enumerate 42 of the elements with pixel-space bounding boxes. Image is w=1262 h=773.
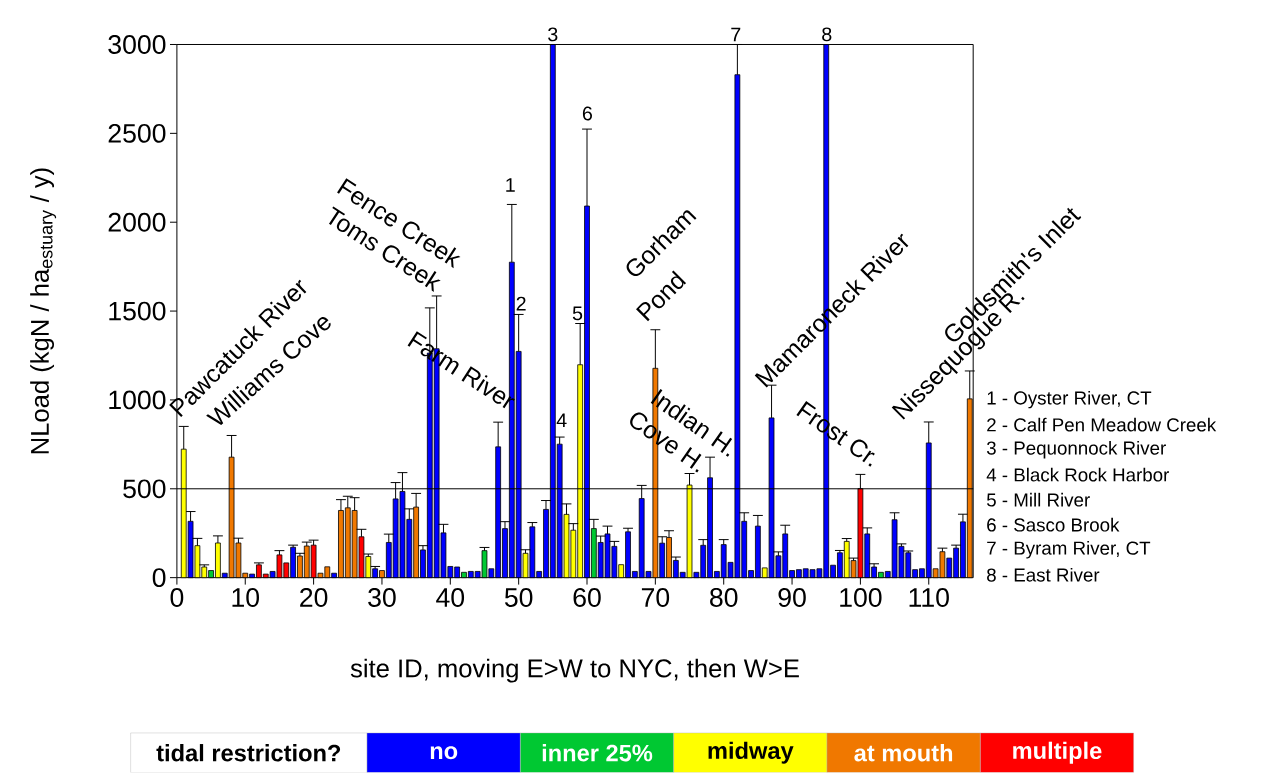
x-axis-title: site ID, moving E>W to NYC, then W>E (350, 658, 799, 683)
text: 5 - Mill River (986, 493, 1090, 507)
y-axis-title: NLoad (kgN / ha$_{estuary}$ / y) (30, 168, 57, 454)
y-tick-label: 2500 (108, 124, 166, 144)
text: at mouth (854, 744, 953, 762)
text: inner 25% (542, 744, 653, 762)
text: 8 (822, 27, 832, 42)
text: 7 (731, 28, 741, 42)
legend-title: tidal restriction? (156, 744, 341, 762)
text: 6 - Sasco Brook (987, 518, 1120, 532)
x-tick-label: 30 (368, 588, 396, 608)
text: multiple (1013, 741, 1102, 764)
y-tick-label: 1500 (109, 301, 166, 321)
annotation: 5 (572, 306, 583, 321)
annotation: 2 (516, 296, 526, 311)
x-tick-label: 110 (909, 588, 949, 608)
x-tick-label: 100 (840, 588, 882, 608)
text: 8 - East River (987, 568, 1100, 582)
annotation: 6 (582, 106, 593, 121)
text: no (430, 746, 458, 760)
x-tick-label: 80 (710, 588, 738, 608)
x-tick-label: 10 (232, 588, 260, 608)
text: 4 - Black Rock Harbor (986, 468, 1170, 482)
text: 2 - Calf Pen Meadow Creek (987, 417, 1217, 432)
y-tick-label: 1000 (109, 390, 166, 410)
y-tick-label: 0 (152, 568, 166, 588)
text: midway (708, 741, 794, 764)
x-tick-label: 70 (641, 588, 670, 608)
y-tick-label: 500 (123, 479, 166, 499)
x-tick-label: 0 (170, 588, 184, 608)
text: 3 (548, 27, 558, 42)
x-tick-label: 20 (300, 588, 328, 608)
y-tick-label: 2000 (108, 213, 166, 232)
annotation: 1 (506, 178, 515, 192)
x-tick-label: 90 (778, 588, 806, 608)
text: 3 - Pequonnock River (986, 441, 1166, 459)
x-tick-label: 40 (436, 588, 465, 608)
y-tick-label: 3000 (108, 35, 166, 55)
x-tick-label: 50 (504, 588, 533, 608)
annotation: 4 (556, 413, 567, 428)
text: 7 - Byram River, CT (987, 541, 1151, 559)
x-tick-label: 60 (573, 588, 601, 608)
